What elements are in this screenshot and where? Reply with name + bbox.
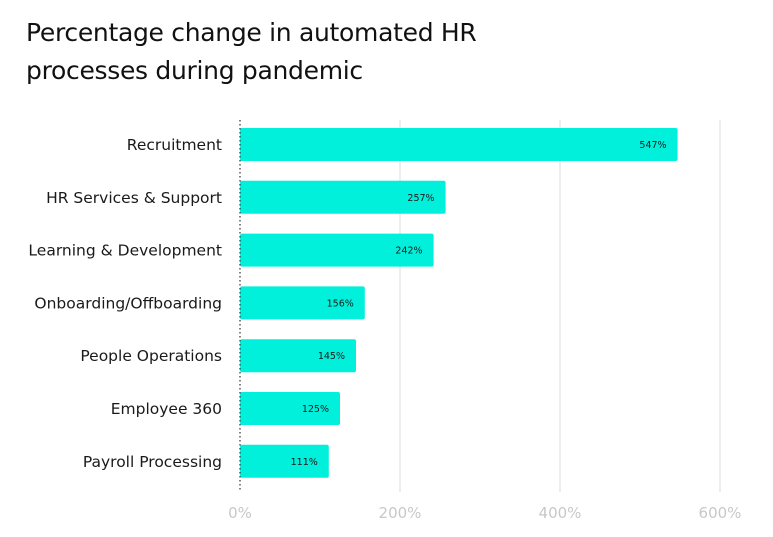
bar-6 (240, 444, 329, 478)
category-label-3: Onboarding/Offboarding (34, 294, 222, 312)
category-label-2: Learning & Development (28, 242, 222, 260)
bar-2 (240, 233, 434, 267)
bar-0 (240, 128, 678, 161)
bar-4 (240, 339, 356, 373)
category-label-6: Payroll Processing (83, 453, 222, 471)
chart-title-line-2: processes during pandemic (26, 56, 363, 85)
value-label-4: 145% (318, 351, 345, 362)
value-label-0: 547% (639, 140, 666, 151)
value-label-6: 111% (291, 457, 318, 468)
chart-title: Percentage change in automated HR proces… (26, 14, 726, 90)
x-tick-label-0: 0% (228, 504, 252, 522)
bar-3 (240, 286, 365, 320)
category-label-4: People Operations (80, 347, 222, 365)
category-label-0: Recruitment (127, 136, 222, 154)
value-label-1: 257% (407, 193, 434, 204)
bar-5 (240, 392, 340, 425)
category-label-1: HR Services & Support (46, 189, 222, 207)
x-tick-label-3: 600% (699, 504, 742, 522)
bar-1 (240, 180, 446, 214)
value-label-5: 125% (302, 404, 329, 415)
category-label-5: Employee 360 (111, 400, 222, 418)
value-label-2: 242% (395, 246, 422, 257)
chart-title-line-1: Percentage change in automated HR (26, 18, 477, 47)
x-tick-label-2: 400% (539, 504, 582, 522)
value-label-3: 156% (327, 298, 354, 309)
x-tick-label-1: 200% (379, 504, 422, 522)
